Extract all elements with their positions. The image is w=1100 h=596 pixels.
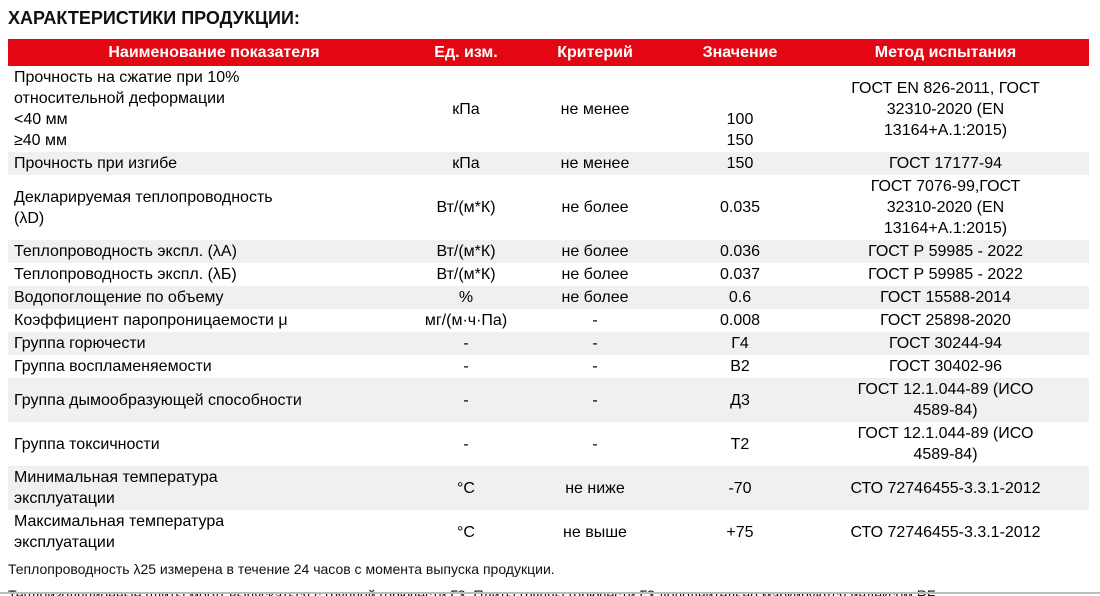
cell-criterion: - <box>592 435 598 453</box>
cell-criterion: - <box>592 312 598 329</box>
page-title: ХАРАКТЕРИСТИКИ ПРОДУКЦИИ: <box>8 8 300 28</box>
cell-criterion: - <box>592 358 598 375</box>
cell-indicator-name: Теплопроводность экспл. (λБ) <box>14 266 237 283</box>
cell-value: 0.037 <box>719 266 761 283</box>
cell-unit: % <box>458 289 474 306</box>
cell-value: 0.008 <box>719 312 761 329</box>
cell-value: 0.036 <box>719 243 761 260</box>
column-header-method: Метод испытания <box>802 39 1089 66</box>
footnotes: Теплопроводность λ25 измерена в течение … <box>8 561 1100 596</box>
cell-unit: °С <box>457 479 475 497</box>
cell-indicator-name: Водопоглощение по объему <box>14 289 224 306</box>
table-row: Прочность при изгибе кПа не менее 150 ГО… <box>8 152 1089 175</box>
column-header-unit: Ед. изм. <box>420 39 512 66</box>
cell-criterion: не более <box>561 266 629 283</box>
cell-criterion: не более <box>561 289 629 306</box>
cell-indicator-name: Группа токсичности <box>14 435 160 453</box>
footnote-flammability-group: Теплоизоляционные плиты могут выпускатьс… <box>8 587 1100 596</box>
table-row: Прочность на сжатие при 10% относительно… <box>8 66 1089 152</box>
cell-unit: кПа <box>452 100 480 118</box>
cell-indicator-name: Группа горючести <box>14 335 146 352</box>
table-row: Минимальная температура эксплуатации °С … <box>8 466 1089 510</box>
table-row: Группа воспламеняемости - - В2 ГОСТ 3040… <box>8 355 1089 378</box>
cell-indicator-name: Теплопроводность экспл. (λА) <box>14 243 237 260</box>
cell-value: 0.035 <box>719 199 761 216</box>
cell-criterion: - <box>592 391 598 409</box>
table-row: Группа токсичности - - Т2 ГОСТ 12.1.044-… <box>8 422 1089 466</box>
cell-unit: - <box>463 391 469 409</box>
cell-value: Т2 <box>730 435 750 453</box>
cell-method: ГОСТ Р 59985 - 2022 <box>868 243 1023 260</box>
cell-unit: кПа <box>452 155 480 172</box>
table-row: Теплопроводность экспл. (λБ) Вт/(м*К) не… <box>8 263 1089 286</box>
cell-value: 150 <box>726 155 754 172</box>
cell-method: ГОСТ 7076-99,ГОСТ 32310-2020 (EN 13164+А… <box>870 178 1021 237</box>
cell-value: +75 <box>726 523 754 541</box>
cell-criterion: не менее <box>560 100 630 118</box>
cell-criterion: - <box>592 335 598 352</box>
cell-indicator-name: Коэффициент паропроницаемости μ <box>14 312 288 329</box>
cell-unit: - <box>463 435 469 453</box>
cell-method: ГОСТ 17177-94 <box>888 155 1003 172</box>
cell-unit: мг/(м·ч·Па) <box>424 312 508 329</box>
table-header-row: Наименование показателя Ед. изм. Критери… <box>8 39 1089 66</box>
cell-method: ГОСТ 15588-2014 <box>880 289 1011 306</box>
characteristics-table: Наименование показателя Ед. изм. Критери… <box>8 39 1089 554</box>
cell-indicator-name: Группа дымообразующей способности <box>14 391 302 409</box>
table-row: Максимальная температура эксплуатации °С… <box>8 510 1089 554</box>
cell-indicator-name: Прочность на сжатие при 10% относительно… <box>14 69 240 149</box>
cell-value: 100 150 <box>726 111 754 149</box>
cell-value: 0.6 <box>728 289 752 306</box>
cell-method: СТО 72746455-3.3.1-2012 <box>850 479 1041 497</box>
cell-indicator-name: Прочность при изгибе <box>14 155 177 172</box>
cell-value: -70 <box>728 479 752 497</box>
table-row: Коэффициент паропроницаемости μ мг/(м·ч·… <box>8 309 1089 332</box>
cell-criterion: не выше <box>563 523 627 541</box>
cell-method: ГОСТ 30244-94 <box>888 335 1003 352</box>
cell-unit: °С <box>457 523 475 541</box>
column-header-criterion: Критерий <box>512 39 678 66</box>
cell-criterion: не менее <box>560 155 630 172</box>
cell-unit: Вт/(м*К) <box>436 266 496 283</box>
table-row: Группа дымообразующей способности - - Д3… <box>8 378 1089 422</box>
column-header-name: Наименование показателя <box>8 39 420 66</box>
cell-indicator-name: Декларируемая теплопроводность (λD) <box>14 188 273 227</box>
table-body: Прочность на сжатие при 10% относительно… <box>8 66 1089 554</box>
cell-unit: Вт/(м*К) <box>436 243 496 260</box>
cell-value: В2 <box>730 358 750 375</box>
cell-unit: Вт/(м*К) <box>436 199 496 216</box>
table-row: Водопоглощение по объему % не более 0.6 … <box>8 286 1089 309</box>
cell-method: ГОСТ EN 826-2011, ГОСТ 32310-2020 (EN 13… <box>851 79 1040 139</box>
bottom-divider <box>0 592 1100 594</box>
footnote-thermal-conductivity: Теплопроводность λ25 измерена в течение … <box>8 561 555 577</box>
table-row: Теплопроводность экспл. (λА) Вт/(м*К) не… <box>8 240 1089 263</box>
cell-value: Г4 <box>731 335 749 352</box>
cell-unit: - <box>463 335 469 352</box>
cell-criterion: не ниже <box>565 479 625 497</box>
cell-method: ГОСТ 30402-96 <box>888 358 1003 375</box>
cell-indicator-name: Группа воспламеняемости <box>14 358 212 375</box>
cell-method: ГОСТ 12.1.044-89 (ИСО 4589-84) <box>857 425 1034 463</box>
cell-value: Д3 <box>730 391 750 409</box>
table-row: Декларируемая теплопроводность (λD) Вт/(… <box>8 175 1089 240</box>
cell-method: СТО 72746455-3.3.1-2012 <box>850 523 1041 541</box>
cell-indicator-name: Минимальная температура эксплуатации <box>14 469 218 507</box>
cell-indicator-name: Максимальная температура эксплуатации <box>14 513 225 551</box>
cell-criterion: не более <box>561 243 629 260</box>
cell-method: ГОСТ 25898-2020 <box>880 312 1011 329</box>
column-header-value: Значение <box>678 39 802 66</box>
cell-unit: - <box>463 358 469 375</box>
table-row: Группа горючести - - Г4 ГОСТ 30244-94 <box>8 332 1089 355</box>
cell-method: ГОСТ 12.1.044-89 (ИСО 4589-84) <box>857 381 1034 419</box>
cell-method: ГОСТ Р 59985 - 2022 <box>868 266 1023 283</box>
cell-criterion: не более <box>561 199 629 216</box>
